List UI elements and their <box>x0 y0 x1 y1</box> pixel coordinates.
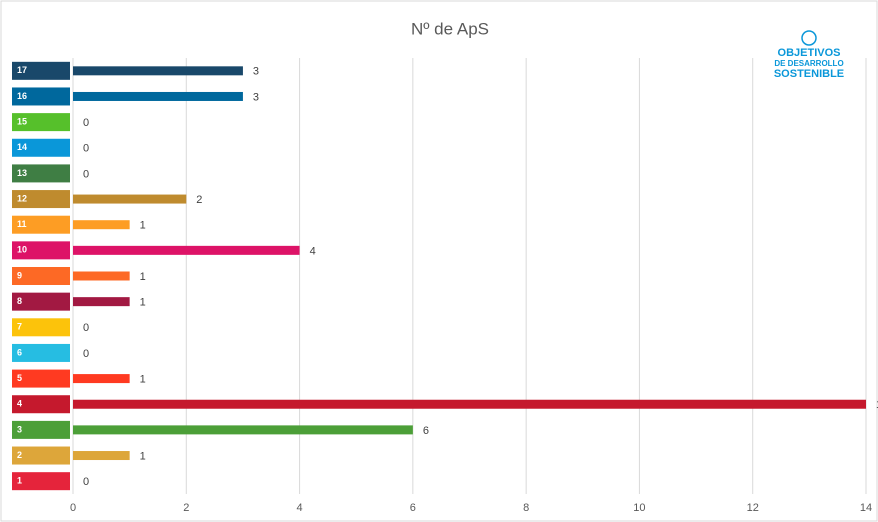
category-label: 3 <box>17 424 22 434</box>
value-label: 1 <box>140 271 146 283</box>
category-icon <box>12 87 70 106</box>
category-icon <box>12 113 70 132</box>
category-icon <box>12 292 70 311</box>
x-tick-label: 10 <box>633 502 645 514</box>
chart-title: Nº de ApS <box>411 19 489 38</box>
category-icon <box>12 138 70 157</box>
category-icon <box>12 472 70 491</box>
value-label: 0 <box>83 476 89 488</box>
category-label: 8 <box>17 296 22 306</box>
value-label: 0 <box>83 143 89 155</box>
category-label: 6 <box>17 347 22 357</box>
category-label: 10 <box>17 245 27 255</box>
category-icon <box>12 369 70 388</box>
value-label: 4 <box>310 245 316 257</box>
x-tick-label: 2 <box>183 502 189 514</box>
x-tick-label: 12 <box>747 502 759 514</box>
value-label: 0 <box>83 117 89 129</box>
bar <box>73 271 130 281</box>
logo-text: OBJETIVOS <box>778 47 841 59</box>
category-label: 5 <box>17 373 22 383</box>
bar <box>73 374 130 384</box>
category-icon <box>12 343 70 362</box>
category-icon <box>12 267 70 285</box>
category-label: 17 <box>17 65 27 75</box>
category-label: 7 <box>17 322 22 332</box>
bar <box>73 425 413 435</box>
category-label: 4 <box>17 399 22 409</box>
value-label: 3 <box>253 66 259 78</box>
category-icon <box>12 61 70 80</box>
category-label: 11 <box>17 219 27 229</box>
category-label: 1 <box>17 476 22 486</box>
bar <box>73 194 187 204</box>
value-label: 1 <box>140 297 146 309</box>
category-label: 9 <box>17 270 22 280</box>
category-label: 15 <box>17 116 27 126</box>
value-label: 0 <box>83 348 89 360</box>
category-icon <box>12 395 70 414</box>
x-tick-label: 14 <box>860 502 872 514</box>
x-tick-label: 4 <box>297 502 303 514</box>
bar <box>73 66 243 76</box>
bar <box>73 91 243 101</box>
category-label: 14 <box>17 142 27 152</box>
logo-icon <box>801 30 817 46</box>
logo-text: DE DESARROLLO <box>774 59 843 68</box>
value-label: 3 <box>253 91 259 103</box>
value-label: 14 <box>876 399 878 411</box>
category-icon <box>12 164 70 183</box>
category-icon <box>12 190 70 209</box>
category-label: 2 <box>17 450 22 460</box>
x-tick-label: 6 <box>410 502 416 514</box>
category-label: 13 <box>17 168 27 178</box>
value-label: 2 <box>196 194 202 206</box>
category-label: 16 <box>17 91 27 101</box>
value-label: 6 <box>423 425 429 437</box>
value-label: 0 <box>83 168 89 180</box>
x-tick-label: 8 <box>523 502 529 514</box>
value-label: 1 <box>140 373 146 385</box>
value-label: 1 <box>140 220 146 232</box>
bar <box>73 245 300 255</box>
bar <box>73 451 130 461</box>
category-icon <box>12 446 70 465</box>
category-label: 12 <box>17 193 27 203</box>
category-icon <box>12 318 70 337</box>
bar <box>73 297 130 307</box>
bar <box>73 399 866 409</box>
x-tick-label: 0 <box>70 502 76 514</box>
logo-text: SOSTENIBLE <box>774 68 844 80</box>
value-label: 0 <box>83 322 89 334</box>
category-icon <box>12 420 70 439</box>
category-icon <box>12 215 70 234</box>
bar <box>73 220 130 230</box>
value-label: 1 <box>140 450 146 462</box>
category-icon <box>12 241 70 260</box>
